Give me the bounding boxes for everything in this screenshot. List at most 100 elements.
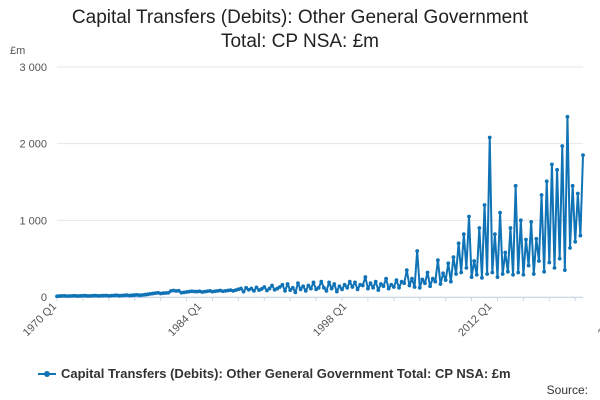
- data-point: [252, 288, 256, 293]
- data-point: [451, 255, 456, 260]
- data-point: [516, 270, 521, 275]
- data-point: [241, 289, 246, 294]
- data-point: [340, 287, 344, 292]
- data-point: [513, 183, 518, 188]
- chart-title-line-1: Capital Transfers (Debits): Other Genera…: [71, 7, 529, 28]
- data-point: [371, 285, 376, 290]
- data-point: [410, 276, 414, 281]
- data-point: [309, 286, 313, 291]
- x-tick-label: 2012 Q1: [456, 301, 494, 339]
- data-point: [505, 269, 510, 274]
- data-point: [332, 282, 337, 286]
- data-point: [581, 153, 585, 158]
- data-point: [285, 282, 290, 286]
- data-point: [448, 279, 453, 284]
- data-point: [495, 275, 500, 279]
- data-point: [166, 290, 171, 295]
- data-point: [280, 282, 285, 287]
- data-point: [575, 191, 580, 196]
- data-point: [500, 272, 505, 276]
- data-point: [474, 272, 479, 277]
- data-point: [557, 256, 562, 261]
- data-point: [324, 288, 329, 293]
- data-point: [244, 285, 249, 290]
- data-point: [384, 276, 388, 281]
- data-point: [386, 286, 391, 291]
- y-axis-ticks: 0 1 000 2 000 3 000: [19, 62, 47, 304]
- data-point: [402, 281, 407, 286]
- data-point: [531, 272, 536, 276]
- data-point: [412, 285, 417, 289]
- data-point: [508, 226, 513, 230]
- data-point: [485, 272, 490, 276]
- data-point: [526, 263, 531, 268]
- data-point: [428, 284, 433, 289]
- data-point: [407, 283, 412, 288]
- data-point: [290, 285, 295, 290]
- data-point: [555, 167, 559, 172]
- data-point: [311, 280, 316, 285]
- data-point: [342, 282, 347, 287]
- data-point: [319, 279, 324, 284]
- data-point: [366, 286, 370, 291]
- data-point: [350, 285, 355, 289]
- legend[interactable]: Capital Transfers (Debits): Other Genera…: [38, 366, 511, 381]
- data-point: [511, 272, 515, 277]
- data-point: [368, 281, 373, 286]
- data-point: [334, 289, 339, 294]
- data-point: [529, 219, 534, 224]
- data-point: [490, 270, 495, 275]
- x-tick-label: 2025 Q3: [596, 301, 600, 339]
- data-point: [454, 272, 458, 276]
- chart-title: Capital Transfers (Debits): Other Genera…: [0, 6, 600, 54]
- data-point: [301, 284, 306, 289]
- data-point: [316, 285, 321, 290]
- data-point: [360, 283, 365, 288]
- data-point: [544, 179, 549, 184]
- data-point: [435, 258, 440, 263]
- data-point: [456, 241, 461, 246]
- chart-title-line-2: Total: CP NSA: £m: [220, 31, 380, 52]
- data-point: [469, 275, 474, 279]
- data-point: [472, 259, 477, 263]
- data-point: [353, 280, 357, 285]
- data-point: [355, 287, 360, 292]
- data-point: [537, 259, 541, 263]
- legend-line-marker-icon: [38, 369, 56, 379]
- y-tick-label: 0: [41, 292, 47, 304]
- data-point: [524, 237, 528, 242]
- x-axis: 1970 Q1 1984 Q1 1998 Q1 2012 Q1 2025 Q3: [21, 297, 600, 339]
- source-label: Source:: [546, 383, 588, 397]
- data-point: [446, 261, 451, 266]
- data-point: [376, 288, 381, 292]
- data-point: [438, 282, 443, 286]
- data-point: [337, 284, 342, 289]
- data-point: [329, 286, 334, 291]
- data-point: [550, 162, 554, 167]
- data-point: [482, 203, 487, 207]
- data-point: [461, 232, 466, 237]
- data-point: [397, 285, 401, 290]
- legend-label: Capital Transfers (Debits): Other Genera…: [61, 366, 511, 381]
- data-point: [345, 285, 350, 290]
- data-point: [293, 290, 298, 295]
- data-point: [430, 276, 435, 281]
- data-point: [306, 283, 311, 288]
- data-point: [262, 285, 267, 289]
- x-tick-label: 1984 Q1: [166, 301, 204, 339]
- data-point: [254, 285, 259, 290]
- data-point: [394, 278, 399, 283]
- data-point: [415, 249, 420, 253]
- data-point: [176, 288, 181, 293]
- data-point: [298, 287, 303, 292]
- data-point: [578, 233, 583, 238]
- x-tick-label: 1998 Q1: [311, 301, 349, 339]
- y-tick-label: 2 000: [19, 139, 47, 151]
- data-point: [433, 279, 438, 284]
- data-series[interactable]: [55, 114, 585, 299]
- data-point: [264, 288, 269, 293]
- data-point: [477, 226, 482, 230]
- data-point: [443, 278, 448, 283]
- data-point: [493, 232, 497, 237]
